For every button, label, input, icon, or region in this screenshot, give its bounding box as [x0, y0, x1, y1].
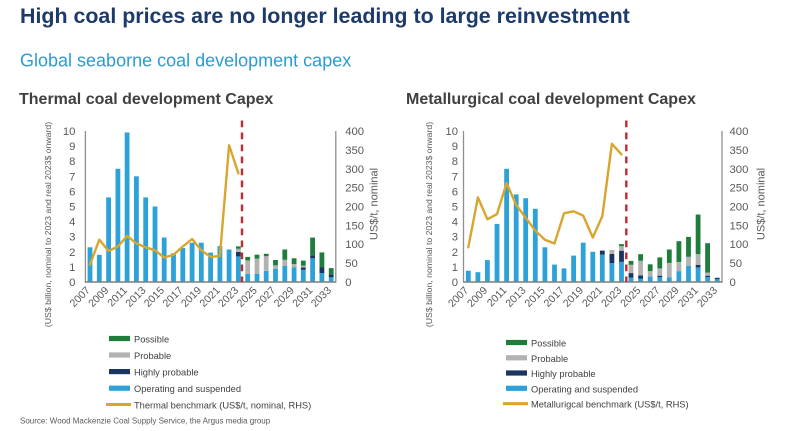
- svg-text:9: 9: [69, 141, 75, 153]
- svg-text:0: 0: [345, 277, 351, 289]
- svg-text:150: 150: [730, 220, 749, 232]
- svg-text:US$/t, nominal: US$/t, nominal: [369, 168, 381, 240]
- svg-text:0: 0: [69, 277, 75, 289]
- svg-text:50: 50: [345, 258, 358, 270]
- svg-text:Metallurigcal benchmark (US$/t: Metallurigcal benchmark (US$/t, RHS): [531, 400, 689, 410]
- svg-text:8: 8: [452, 156, 458, 168]
- svg-text:400: 400: [730, 126, 749, 138]
- svg-text:Source: Wood Mackenzie Coal Su: Source: Wood Mackenzie Coal Supply Servi…: [20, 417, 271, 426]
- svg-text:8: 8: [69, 156, 75, 168]
- svg-text:9: 9: [452, 141, 458, 153]
- svg-text:7: 7: [452, 171, 458, 183]
- svg-text:2: 2: [452, 247, 458, 259]
- svg-text:Highly probable: Highly probable: [531, 369, 596, 379]
- svg-text:Probable: Probable: [134, 351, 171, 361]
- svg-text:350: 350: [345, 145, 364, 157]
- svg-text:150: 150: [345, 220, 364, 232]
- svg-text:200: 200: [345, 202, 364, 214]
- svg-text:250: 250: [730, 183, 749, 195]
- svg-text:250: 250: [345, 183, 364, 195]
- svg-text:300: 300: [730, 164, 749, 176]
- svg-text:4: 4: [69, 217, 75, 229]
- svg-text:Thermal coal development Capex: Thermal coal development Capex: [19, 91, 273, 108]
- svg-text:1: 1: [452, 262, 458, 274]
- svg-text:1: 1: [69, 262, 75, 274]
- svg-text:3: 3: [452, 232, 458, 244]
- svg-text:0: 0: [730, 277, 736, 289]
- svg-text:300: 300: [345, 164, 364, 176]
- svg-text:Operating and suspended: Operating and suspended: [134, 384, 241, 394]
- svg-text:Highly probable: Highly probable: [134, 368, 199, 378]
- svg-text:High coal prices are no longer: High coal prices are no longer leading t…: [20, 4, 630, 28]
- svg-text:Global seaborne coal developme: Global seaborne coal development capex: [20, 51, 351, 71]
- svg-text:100: 100: [345, 239, 364, 251]
- svg-text:50: 50: [730, 258, 743, 270]
- svg-text:400: 400: [345, 126, 364, 138]
- svg-text:US$/t, nominal: US$/t, nominal: [756, 168, 768, 240]
- svg-text:350: 350: [730, 145, 749, 157]
- svg-text:7: 7: [69, 171, 75, 183]
- svg-text:200: 200: [730, 202, 749, 214]
- svg-text:4: 4: [452, 217, 458, 229]
- svg-text:5: 5: [452, 202, 458, 214]
- svg-text:Probable: Probable: [531, 354, 568, 364]
- svg-text:0: 0: [452, 277, 458, 289]
- svg-text:10: 10: [63, 126, 76, 138]
- svg-text:(US$ billion, nominal to 2023: (US$ billion, nominal to 2023 and real 2…: [424, 122, 434, 327]
- svg-text:(US$ billion, nominal to 2023: (US$ billion, nominal to 2023 and real 2…: [43, 122, 53, 327]
- svg-text:2: 2: [69, 247, 75, 259]
- svg-text:Operating and suspended: Operating and suspended: [531, 384, 638, 394]
- svg-text:3: 3: [69, 232, 75, 244]
- svg-text:6: 6: [69, 186, 75, 198]
- svg-text:10: 10: [445, 126, 458, 138]
- svg-text:6: 6: [452, 186, 458, 198]
- svg-text:Thermal benchmark (US$/t, nomi: Thermal benchmark (US$/t, nominal, RHS): [134, 401, 311, 411]
- svg-text:Possible: Possible: [531, 339, 566, 349]
- svg-text:Metallurgical coal development: Metallurgical coal development Capex: [406, 91, 696, 108]
- svg-text:100: 100: [730, 239, 749, 251]
- svg-text:Possible: Possible: [134, 335, 169, 345]
- svg-text:5: 5: [69, 202, 75, 214]
